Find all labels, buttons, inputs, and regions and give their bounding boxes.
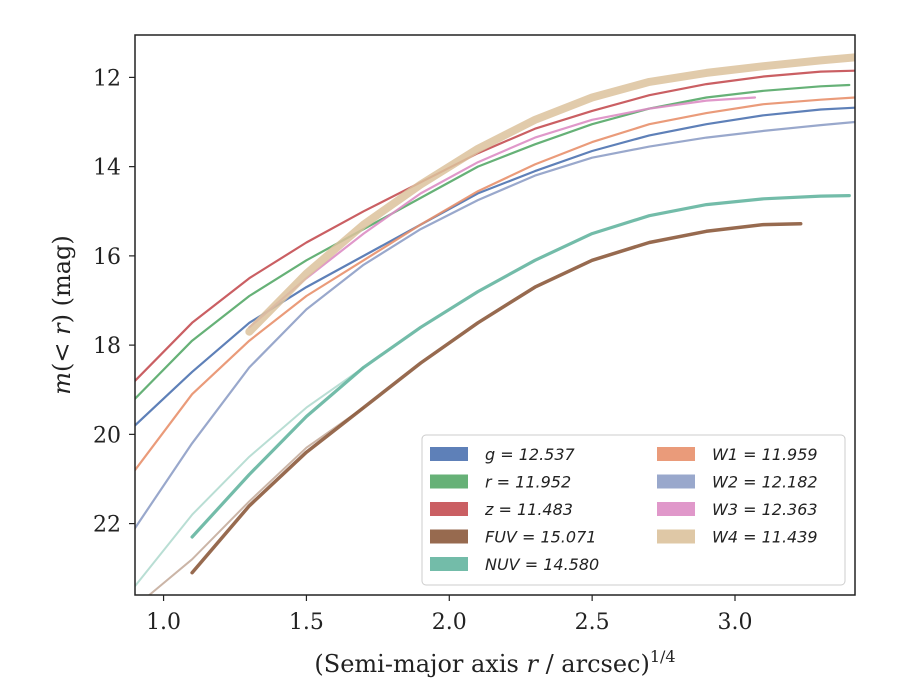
series-line-nuv <box>190 194 851 539</box>
x-tick-label: 1.5 <box>289 610 324 635</box>
y-tick-label: 22 <box>93 513 121 538</box>
legend-entry-label: W4 = 11.439 <box>712 528 818 547</box>
y-tick-label: 12 <box>93 66 121 91</box>
plot-frame <box>134 34 856 596</box>
legend-entry-label: NUV = 14.580 <box>485 555 599 574</box>
x-tick-label: 2.5 <box>575 610 610 635</box>
x-tick-label: 2.0 <box>432 610 467 635</box>
legend-swatch <box>657 502 695 516</box>
x-axis-label: (Semi-major axis r / arcsec)1/4 <box>314 647 675 678</box>
legend-swatch <box>430 474 468 489</box>
series-line-w4 <box>245 53 855 336</box>
x-tick-label: 1.0 <box>146 610 181 635</box>
y-axis-label: m(< r) (mag) <box>48 235 76 395</box>
series-line-fuv <box>190 221 803 575</box>
y-tick-label: 20 <box>93 423 121 448</box>
series-line-z <box>135 69 855 382</box>
legend-entry-label: W2 = 12.182 <box>712 473 818 492</box>
legend: g = 12.537 r = 11.952 z = 11.483 FUV = 15.0… <box>421 434 846 586</box>
legend-entry-label: g = 12.537 <box>485 445 576 464</box>
legend-box <box>421 434 846 586</box>
series-inner-extension-line <box>148 406 365 595</box>
legend-entry-label: z = 11.483 <box>484 500 573 519</box>
legend-swatch <box>657 474 695 489</box>
x-tick-label: 3.0 <box>718 610 753 635</box>
series-inner-extension-line <box>135 366 365 588</box>
legend-entry-label: W1 = 11.959 <box>712 445 818 464</box>
legend-swatch <box>657 447 695 461</box>
legend-swatch <box>430 529 468 544</box>
axes: 1.0 1.5 2.0 2.5 3.0 12 14 16 18 20 22 <box>93 34 856 635</box>
legend-entry-label: r = 11.952 <box>485 473 571 492</box>
legend-entry-label: FUV = 15.071 <box>485 528 596 547</box>
y-tick-label: 14 <box>93 156 121 181</box>
series-line-w2 <box>135 120 855 530</box>
series-line-w3 <box>248 96 757 329</box>
legend-swatch <box>430 557 468 571</box>
legend-swatch <box>430 447 468 461</box>
legend-entry-label: W3 = 12.363 <box>712 500 818 519</box>
legend-swatch <box>430 502 468 516</box>
y-tick-label: 18 <box>93 334 121 359</box>
plot-area <box>135 53 855 595</box>
y-tick-label: 16 <box>93 245 121 270</box>
series-line-r <box>135 83 851 400</box>
series-line-w1 <box>135 96 855 472</box>
legend-swatch <box>657 529 695 544</box>
